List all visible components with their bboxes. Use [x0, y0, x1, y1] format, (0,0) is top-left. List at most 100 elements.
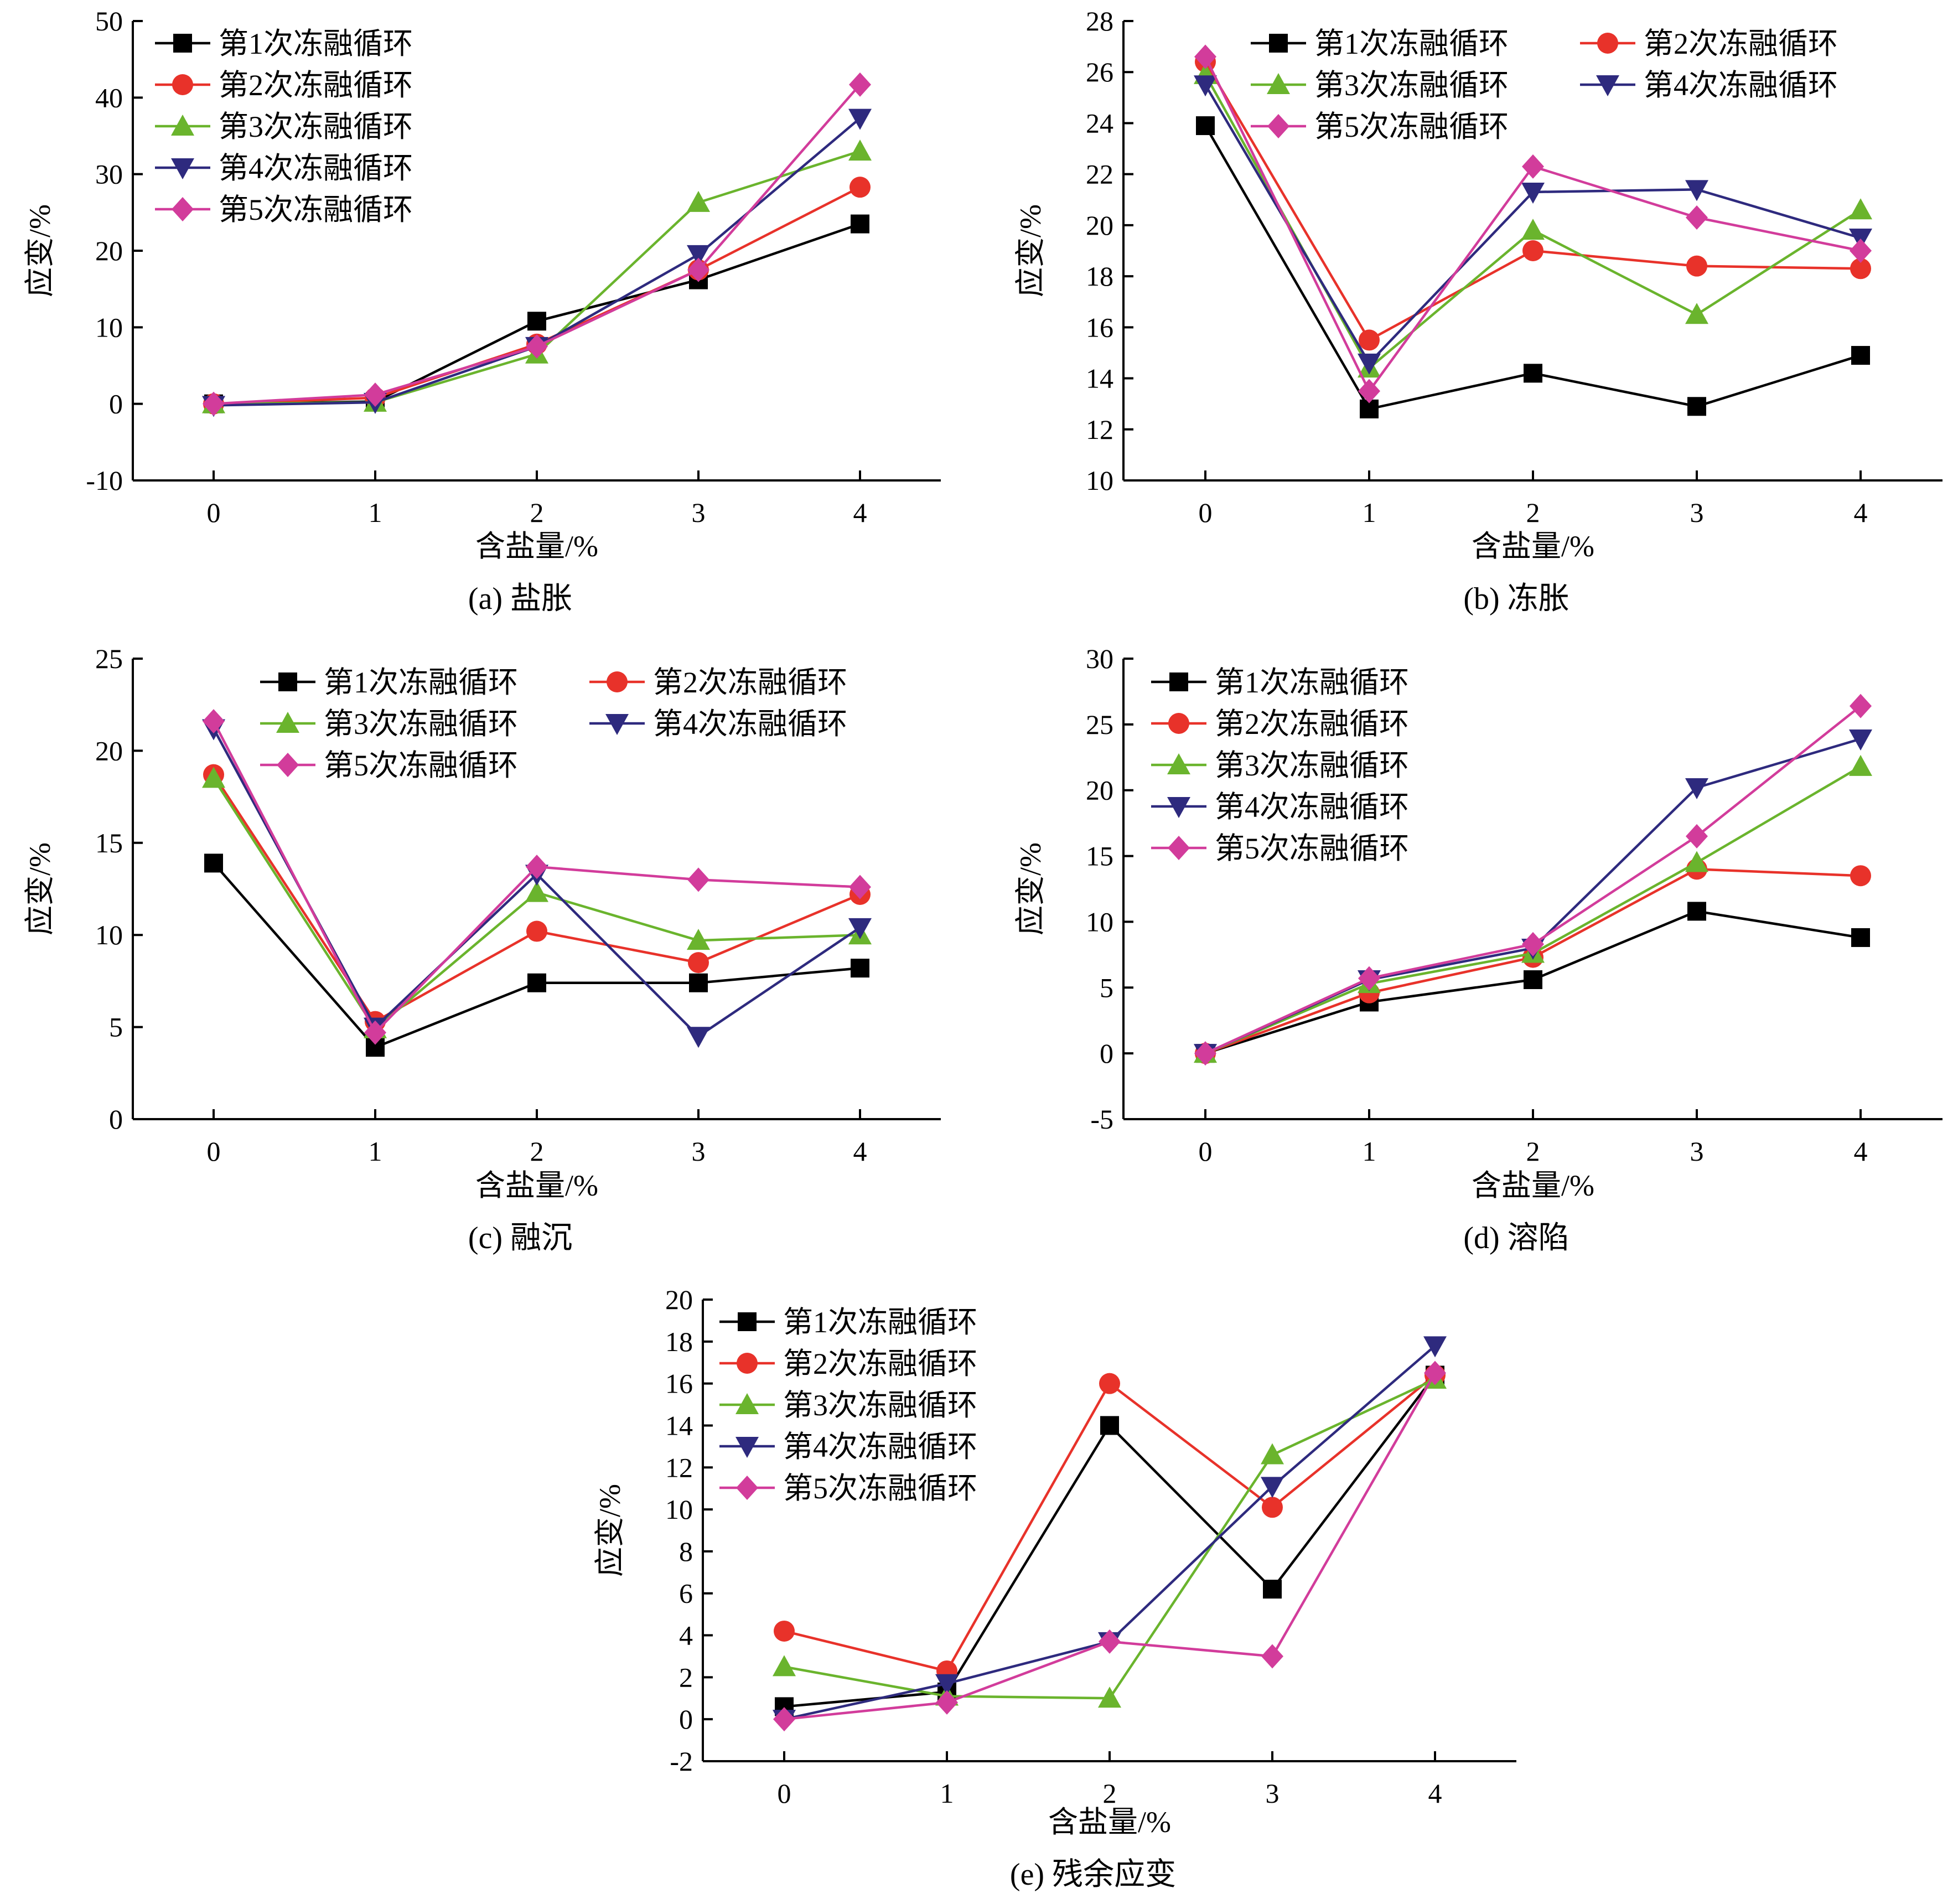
data-point	[849, 875, 871, 899]
legend-item: 第3次冻融循环	[155, 110, 413, 143]
panel-caption: (d) 溶陷	[1463, 1221, 1569, 1255]
y-tick-label: 25	[95, 643, 123, 674]
legend-label: 第4次冻融循环	[1215, 790, 1409, 824]
data-point	[1099, 1373, 1120, 1394]
legend-marker	[738, 1312, 757, 1331]
legend-marker	[735, 1437, 759, 1458]
data-point	[1358, 379, 1380, 403]
data-point	[526, 855, 548, 879]
data-point	[1100, 1416, 1119, 1435]
data-point	[687, 245, 710, 266]
data-point	[851, 214, 869, 234]
legend-marker	[737, 1353, 758, 1374]
data-point	[1196, 116, 1215, 136]
legend-marker	[607, 671, 628, 692]
legend-item: 第2次冻融循环	[155, 69, 413, 102]
x-tick-label: 3	[1266, 1778, 1280, 1809]
data-point	[1849, 729, 1872, 751]
legend-item: 第4次冻融循环	[155, 152, 413, 185]
y-tick-label: 18	[1086, 261, 1113, 292]
y-tick-label: 14	[665, 1410, 693, 1441]
legend-item: 第5次冻融循环	[719, 1472, 977, 1505]
series-line	[213, 150, 861, 405]
series-5	[203, 72, 871, 416]
legend-marker	[1267, 114, 1289, 138]
x-tick-label: 0	[207, 1136, 221, 1167]
data-point	[1262, 1497, 1283, 1518]
legend-marker	[172, 74, 193, 95]
x-tick-label: 2	[1526, 1136, 1540, 1167]
y-tick-label: 0	[1100, 1038, 1113, 1069]
data-point	[1687, 902, 1706, 921]
legend-marker	[173, 34, 192, 53]
y-tick-label: 30	[1086, 643, 1113, 674]
y-tick-label: 10	[95, 312, 123, 343]
x-axis-title: 含盐量/%	[1472, 530, 1594, 563]
panel-caption: (c) 融沉	[468, 1221, 572, 1255]
data-point	[527, 312, 546, 331]
data-point	[1524, 364, 1542, 383]
legend-item: 第2次冻融循环	[719, 1347, 977, 1380]
legend-item: 第3次冻融循环	[719, 1389, 977, 1422]
data-point	[527, 973, 546, 992]
x-tick-label: 1	[369, 497, 382, 528]
legend-label: 第1次冻融循环	[1215, 666, 1409, 699]
data-point	[1423, 1336, 1447, 1358]
y-tick-label: 25	[1086, 709, 1113, 740]
data-point	[1851, 928, 1870, 947]
data-point	[689, 973, 708, 992]
data-point	[1524, 970, 1542, 990]
x-axis-title: 含盐量/%	[1472, 1169, 1594, 1202]
y-tick-label: 0	[109, 1104, 123, 1135]
legend-label: 第4次冻融循环	[783, 1430, 977, 1463]
data-point	[1261, 1443, 1284, 1465]
series-5	[203, 709, 871, 1045]
data-point	[774, 1620, 795, 1642]
series-3	[202, 767, 872, 1038]
legend-label: 第4次冻融循环	[219, 152, 413, 185]
data-point	[204, 853, 223, 873]
legend-marker	[736, 1476, 758, 1500]
legend-label: 第3次冻融循环	[1314, 69, 1509, 102]
series-5	[773, 1360, 1446, 1732]
legend-item: 第1次冻融循环	[719, 1306, 977, 1339]
panel-caption: (a) 盐胀	[468, 582, 572, 616]
legend-label: 第4次冻融循环	[1644, 69, 1838, 102]
legend-marker	[277, 753, 299, 777]
x-tick-label: 0	[207, 497, 221, 528]
legend-marker	[1269, 34, 1288, 53]
y-axis-title: 应变/%	[1014, 204, 1047, 297]
legend-marker	[1168, 713, 1189, 734]
x-tick-label: 4	[1428, 1778, 1442, 1809]
legend-label: 第3次冻融循环	[324, 707, 518, 741]
data-point	[1850, 258, 1871, 280]
data-point	[1686, 205, 1708, 230]
y-tick-label: -10	[86, 465, 123, 496]
y-tick-label: 22	[1086, 159, 1113, 190]
x-axis-title: 含盐量/%	[475, 530, 598, 563]
y-tick-label: 28	[1086, 6, 1113, 37]
y-tick-label: 20	[665, 1284, 693, 1315]
y-tick-label: 10	[665, 1494, 693, 1525]
y-tick-label: 15	[1086, 841, 1113, 872]
y-tick-label: 15	[95, 827, 123, 858]
x-tick-label: 4	[853, 1136, 867, 1167]
legend-label: 第2次冻融循环	[219, 69, 413, 102]
x-tick-label: 4	[1854, 1136, 1868, 1167]
data-point	[525, 881, 548, 902]
data-point	[202, 767, 225, 788]
data-point	[1686, 824, 1708, 848]
data-point	[1194, 1041, 1216, 1066]
legend-marker	[1168, 836, 1190, 860]
legend-marker	[1597, 33, 1618, 54]
x-axis-title: 含盐量/%	[1048, 1805, 1171, 1839]
legend-label: 第5次冻融循环	[1215, 832, 1409, 865]
y-tick-label: 12	[1086, 414, 1113, 445]
legend-item: 第1次冻融循环	[260, 666, 518, 699]
data-point	[688, 952, 709, 974]
legend-marker	[1169, 672, 1188, 691]
y-tick-label: -5	[1090, 1104, 1113, 1135]
data-point	[1424, 1360, 1446, 1385]
data-point	[848, 139, 872, 161]
